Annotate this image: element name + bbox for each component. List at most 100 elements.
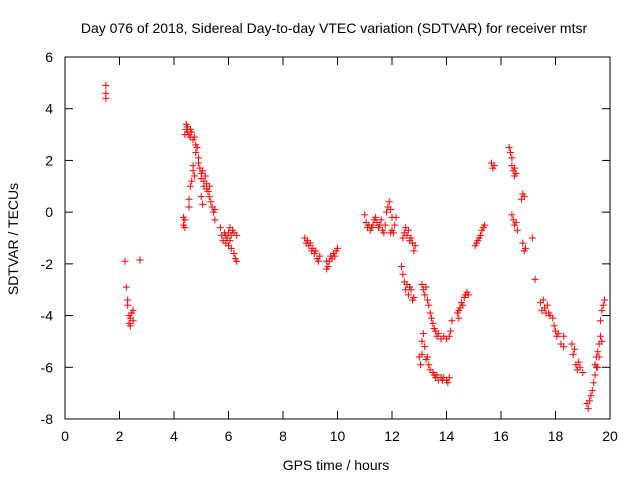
data-point (188, 128, 196, 136)
x-tick-label: 14 (439, 428, 455, 444)
data-point (216, 224, 224, 232)
data-point (381, 221, 389, 229)
data-point (410, 247, 418, 255)
data-point (205, 182, 213, 190)
x-tick-label: 12 (384, 428, 400, 444)
data-point (421, 291, 429, 299)
data-point (334, 244, 341, 252)
data-point (189, 162, 197, 170)
data-point (124, 301, 132, 309)
data-point (422, 283, 430, 291)
data-point (550, 322, 558, 330)
y-tick-label: -4 (41, 308, 54, 324)
data-point (569, 350, 577, 358)
data-point (445, 332, 453, 340)
data-point (455, 314, 463, 322)
y-axis-label: SDTVAR / TECUs (5, 183, 21, 295)
data-point (233, 231, 241, 239)
data-point (426, 309, 434, 317)
data-point (226, 237, 234, 245)
data-point (205, 193, 213, 201)
data-point (455, 306, 463, 314)
data-point (599, 301, 607, 309)
data-point (554, 330, 562, 338)
data-point (594, 363, 602, 371)
data-point (314, 257, 322, 265)
data-point (377, 216, 385, 224)
y-tick-label: -8 (41, 411, 54, 427)
data-point (404, 226, 412, 234)
data-point (233, 257, 241, 265)
data-point (448, 317, 456, 325)
data-point (102, 81, 110, 89)
data-point (596, 332, 604, 340)
data-point (181, 224, 189, 232)
data-point (316, 252, 324, 260)
data-point (598, 306, 606, 314)
x-tick-label: 4 (170, 428, 178, 444)
data-point (444, 379, 452, 387)
data-point (383, 208, 391, 216)
data-point (399, 234, 407, 242)
data-point (576, 363, 584, 371)
data-point (508, 154, 516, 162)
data-point (522, 244, 530, 252)
x-tick-label: 2 (116, 428, 124, 444)
data-point (126, 322, 134, 330)
data-point (387, 206, 395, 214)
data-point (190, 133, 198, 141)
data-point (511, 164, 519, 172)
data-point (428, 314, 436, 322)
data-point (590, 379, 598, 387)
data-point (387, 229, 395, 237)
data-point (192, 149, 200, 157)
data-point (519, 239, 527, 247)
y-tick-label: 4 (45, 101, 53, 117)
data-point (575, 358, 583, 366)
data-point (445, 374, 453, 382)
plot-area (64, 56, 611, 420)
data-point (122, 283, 130, 291)
data-point (227, 244, 235, 252)
data-point (403, 231, 411, 239)
data-point (185, 203, 193, 211)
y-tick-label: 2 (45, 152, 53, 168)
data-point (447, 327, 455, 335)
data-point (425, 361, 433, 369)
data-point (136, 256, 144, 264)
data-point (423, 353, 431, 361)
data-point (549, 314, 557, 322)
data-point (407, 286, 415, 294)
data-point (185, 195, 193, 203)
data-point (584, 405, 592, 413)
data-point (586, 397, 594, 405)
x-tick-label: 10 (330, 428, 346, 444)
data-point (211, 206, 219, 214)
data-point (425, 301, 433, 309)
y-tick-label: 0 (45, 204, 53, 220)
data-point (459, 301, 467, 309)
x-tick-label: 6 (225, 428, 233, 444)
data-point (201, 172, 209, 180)
data-point (361, 211, 369, 219)
data-point (568, 340, 576, 348)
data-point (512, 169, 520, 177)
data-point (410, 293, 418, 301)
data-point (419, 330, 427, 338)
data-point (531, 275, 539, 283)
data-point (102, 94, 110, 102)
data-point (433, 371, 441, 379)
data-point (186, 182, 194, 190)
chart-title: Day 076 of 2018, Sidereal Day-to-day VTE… (81, 20, 588, 36)
data-point (181, 216, 189, 224)
data-point (595, 353, 603, 361)
data-point (312, 247, 320, 255)
data-point (418, 350, 426, 358)
y-tick-label: -6 (41, 359, 54, 375)
data-point (211, 216, 219, 224)
data-point (331, 252, 339, 260)
data-point (490, 162, 498, 170)
x-tick-label: 8 (279, 428, 287, 444)
data-point (477, 231, 485, 239)
